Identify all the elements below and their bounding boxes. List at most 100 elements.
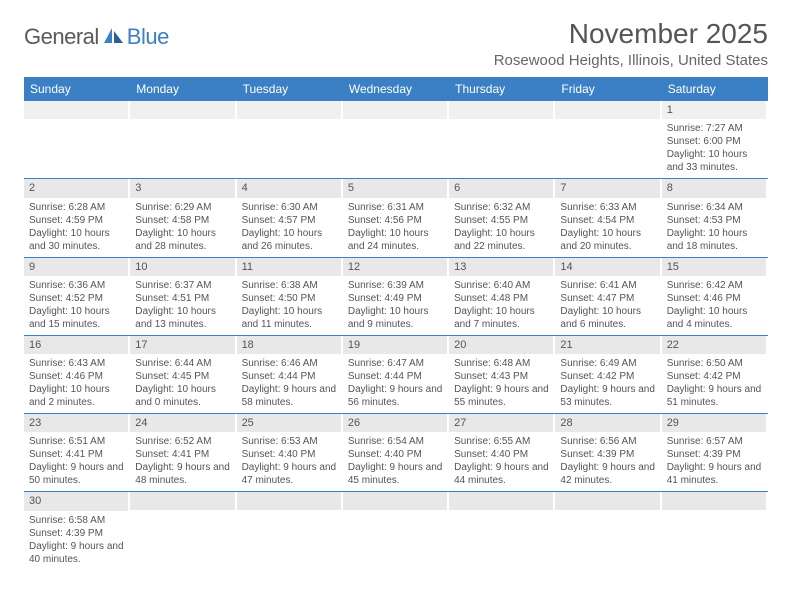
day-number: 22 xyxy=(662,336,767,354)
sunset-text: Sunset: 4:40 PM xyxy=(242,448,337,461)
day-cell: 8Sunrise: 6:34 AMSunset: 4:53 PMDaylight… xyxy=(662,179,768,256)
sunset-text: Sunset: 4:40 PM xyxy=(348,448,443,461)
day-number: 19 xyxy=(343,336,448,354)
calendar-grid: Sunday Monday Tuesday Wednesday Thursday… xyxy=(24,77,768,570)
day-number xyxy=(130,101,235,119)
day-content: Sunrise: 6:28 AMSunset: 4:59 PMDaylight:… xyxy=(24,198,129,257)
sunrise-text: Sunrise: 6:58 AM xyxy=(29,514,124,527)
day-content: Sunrise: 6:33 AMSunset: 4:54 PMDaylight:… xyxy=(555,198,660,257)
sunrise-text: Sunrise: 6:43 AM xyxy=(29,357,124,370)
day-content xyxy=(130,119,235,173)
day-number: 9 xyxy=(24,258,129,276)
daylight-text: Daylight: 10 hours and 26 minutes. xyxy=(242,227,337,253)
day-cell: 28Sunrise: 6:56 AMSunset: 4:39 PMDayligh… xyxy=(555,414,661,491)
day-cell: 21Sunrise: 6:49 AMSunset: 4:42 PMDayligh… xyxy=(555,336,661,413)
day-cell xyxy=(237,492,343,569)
day-number: 4 xyxy=(237,179,342,197)
daylight-text: Daylight: 10 hours and 13 minutes. xyxy=(135,305,230,331)
day-content: Sunrise: 6:38 AMSunset: 4:50 PMDaylight:… xyxy=(237,276,342,335)
day-cell: 24Sunrise: 6:52 AMSunset: 4:41 PMDayligh… xyxy=(130,414,236,491)
weeks-container: 1Sunrise: 7:27 AMSunset: 6:00 PMDaylight… xyxy=(24,101,768,570)
day-content: Sunrise: 6:50 AMSunset: 4:42 PMDaylight:… xyxy=(662,354,767,413)
day-content: Sunrise: 6:47 AMSunset: 4:44 PMDaylight:… xyxy=(343,354,448,413)
day-number xyxy=(555,492,660,510)
sunrise-text: Sunrise: 6:51 AM xyxy=(29,435,124,448)
day-number: 23 xyxy=(24,414,129,432)
weekday-monday: Monday xyxy=(130,77,236,101)
day-content: Sunrise: 6:55 AMSunset: 4:40 PMDaylight:… xyxy=(449,432,554,491)
day-content: Sunrise: 6:58 AMSunset: 4:39 PMDaylight:… xyxy=(24,511,129,570)
day-content: Sunrise: 6:54 AMSunset: 4:40 PMDaylight:… xyxy=(343,432,448,491)
sunrise-text: Sunrise: 6:53 AM xyxy=(242,435,337,448)
sunset-text: Sunset: 4:39 PM xyxy=(29,527,124,540)
sunrise-text: Sunrise: 6:33 AM xyxy=(560,201,655,214)
day-cell: 16Sunrise: 6:43 AMSunset: 4:46 PMDayligh… xyxy=(24,336,130,413)
sunset-text: Sunset: 4:50 PM xyxy=(242,292,337,305)
day-number: 2 xyxy=(24,179,129,197)
daylight-text: Daylight: 9 hours and 40 minutes. xyxy=(29,540,124,566)
day-cell: 17Sunrise: 6:44 AMSunset: 4:45 PMDayligh… xyxy=(130,336,236,413)
day-content: Sunrise: 6:57 AMSunset: 4:39 PMDaylight:… xyxy=(662,432,767,491)
sunrise-text: Sunrise: 6:37 AM xyxy=(135,279,230,292)
daylight-text: Daylight: 10 hours and 24 minutes. xyxy=(348,227,443,253)
day-cell xyxy=(555,101,661,178)
day-number: 14 xyxy=(555,258,660,276)
day-cell xyxy=(237,101,343,178)
daylight-text: Daylight: 10 hours and 9 minutes. xyxy=(348,305,443,331)
daylight-text: Daylight: 9 hours and 45 minutes. xyxy=(348,461,443,487)
day-cell xyxy=(662,492,768,569)
sunrise-text: Sunrise: 6:41 AM xyxy=(560,279,655,292)
daylight-text: Daylight: 9 hours and 58 minutes. xyxy=(242,383,337,409)
sunrise-text: Sunrise: 6:52 AM xyxy=(135,435,230,448)
day-number: 12 xyxy=(343,258,448,276)
weekday-friday: Friday xyxy=(555,77,661,101)
sunrise-text: Sunrise: 6:39 AM xyxy=(348,279,443,292)
day-cell: 7Sunrise: 6:33 AMSunset: 4:54 PMDaylight… xyxy=(555,179,661,256)
day-number: 21 xyxy=(555,336,660,354)
day-cell: 23Sunrise: 6:51 AMSunset: 4:41 PMDayligh… xyxy=(24,414,130,491)
day-content xyxy=(237,119,342,173)
sunset-text: Sunset: 4:46 PM xyxy=(667,292,762,305)
day-content: Sunrise: 6:31 AMSunset: 4:56 PMDaylight:… xyxy=(343,198,448,257)
day-number: 8 xyxy=(662,179,767,197)
day-cell: 14Sunrise: 6:41 AMSunset: 4:47 PMDayligh… xyxy=(555,258,661,335)
sunrise-text: Sunrise: 6:36 AM xyxy=(29,279,124,292)
day-cell: 25Sunrise: 6:53 AMSunset: 4:40 PMDayligh… xyxy=(237,414,343,491)
day-cell: 15Sunrise: 6:42 AMSunset: 4:46 PMDayligh… xyxy=(662,258,768,335)
daylight-text: Daylight: 9 hours and 47 minutes. xyxy=(242,461,337,487)
day-number: 29 xyxy=(662,414,767,432)
day-number: 18 xyxy=(237,336,342,354)
sunset-text: Sunset: 4:41 PM xyxy=(135,448,230,461)
sunrise-text: Sunrise: 6:47 AM xyxy=(348,357,443,370)
sunrise-text: Sunrise: 7:27 AM xyxy=(667,122,762,135)
day-content: Sunrise: 6:56 AMSunset: 4:39 PMDaylight:… xyxy=(555,432,660,491)
sunset-text: Sunset: 4:39 PM xyxy=(560,448,655,461)
day-number: 27 xyxy=(449,414,554,432)
sunset-text: Sunset: 4:48 PM xyxy=(454,292,549,305)
day-number xyxy=(449,101,554,119)
day-cell: 29Sunrise: 6:57 AMSunset: 4:39 PMDayligh… xyxy=(662,414,768,491)
day-number: 15 xyxy=(662,258,767,276)
sunrise-text: Sunrise: 6:46 AM xyxy=(242,357,337,370)
day-content: Sunrise: 6:43 AMSunset: 4:46 PMDaylight:… xyxy=(24,354,129,413)
sunset-text: Sunset: 4:46 PM xyxy=(29,370,124,383)
month-title: November 2025 xyxy=(494,18,768,50)
sunrise-text: Sunrise: 6:44 AM xyxy=(135,357,230,370)
daylight-text: Daylight: 10 hours and 22 minutes. xyxy=(454,227,549,253)
day-cell: 27Sunrise: 6:55 AMSunset: 4:40 PMDayligh… xyxy=(449,414,555,491)
day-content xyxy=(449,510,554,564)
daylight-text: Daylight: 10 hours and 18 minutes. xyxy=(667,227,762,253)
day-cell xyxy=(449,492,555,569)
sunset-text: Sunset: 4:42 PM xyxy=(667,370,762,383)
daylight-text: Daylight: 10 hours and 0 minutes. xyxy=(135,383,230,409)
day-cell: 11Sunrise: 6:38 AMSunset: 4:50 PMDayligh… xyxy=(237,258,343,335)
day-content: Sunrise: 6:34 AMSunset: 4:53 PMDaylight:… xyxy=(662,198,767,257)
day-content xyxy=(555,119,660,173)
sunset-text: Sunset: 4:49 PM xyxy=(348,292,443,305)
day-number: 16 xyxy=(24,336,129,354)
day-content xyxy=(130,510,235,564)
sunrise-text: Sunrise: 6:40 AM xyxy=(454,279,549,292)
day-number: 24 xyxy=(130,414,235,432)
day-number: 7 xyxy=(555,179,660,197)
weekday-wednesday: Wednesday xyxy=(343,77,449,101)
